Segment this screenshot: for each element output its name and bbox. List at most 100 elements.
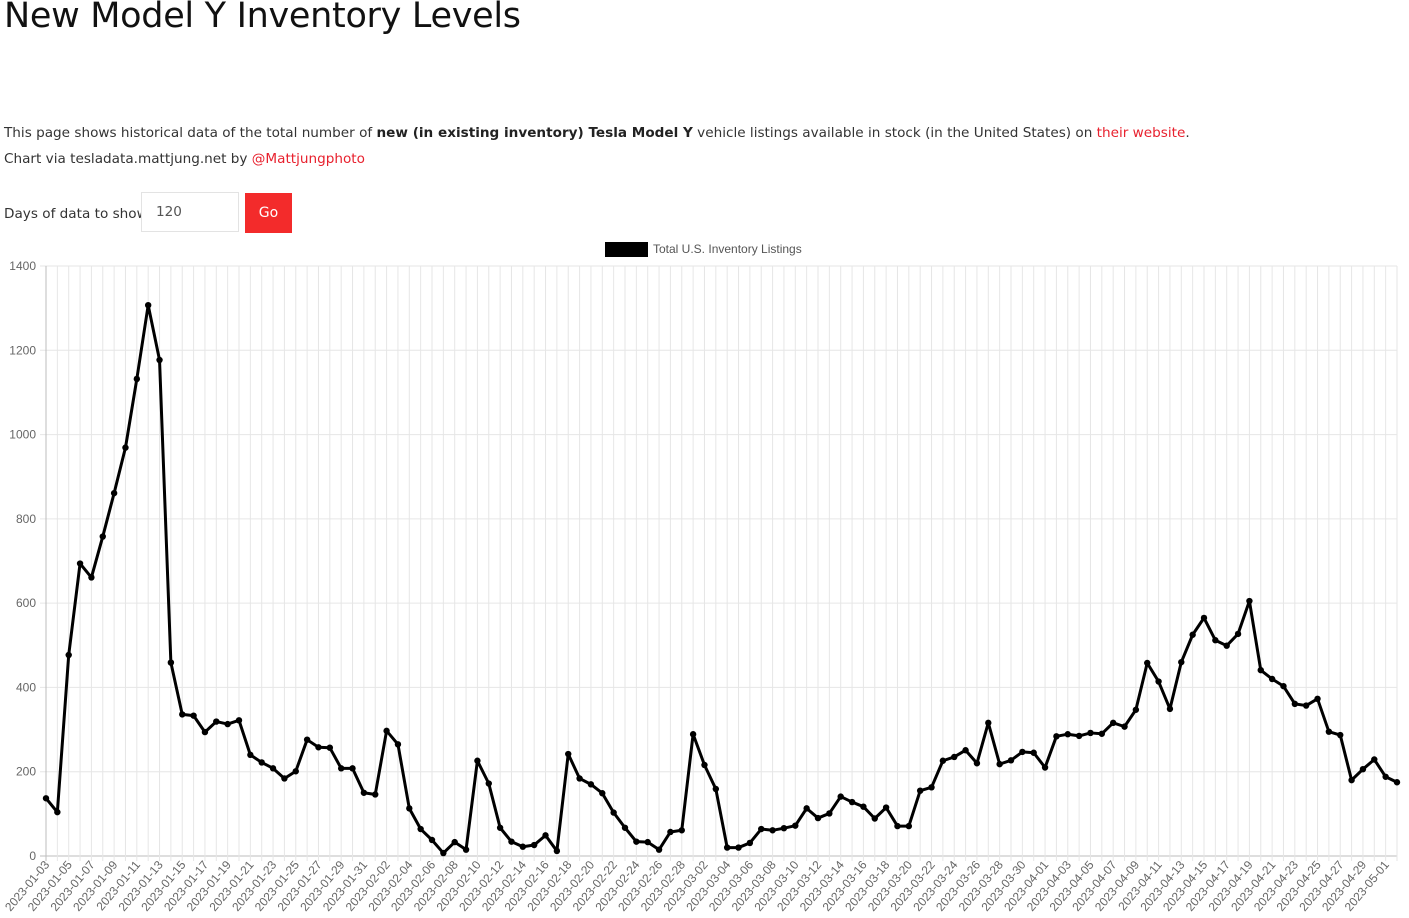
data-point[interactable]: [1200, 614, 1208, 622]
data-point[interactable]: [1257, 666, 1264, 674]
data-point[interactable]: [1393, 779, 1401, 786]
data-point[interactable]: [76, 560, 84, 567]
data-point[interactable]: [1268, 675, 1276, 683]
data-point[interactable]: [621, 824, 629, 831]
data-point[interactable]: [349, 765, 356, 772]
data-point[interactable]: [1302, 702, 1310, 709]
data-point[interactable]: [167, 659, 175, 666]
data-point[interactable]: [1178, 658, 1185, 666]
data-point[interactable]: [1348, 776, 1355, 784]
data-point[interactable]: [973, 760, 981, 767]
data-point[interactable]: [440, 849, 447, 857]
data-point[interactable]: [542, 832, 549, 839]
data-point[interactable]: [451, 838, 458, 846]
data-point[interactable]: [882, 804, 890, 811]
data-point[interactable]: [144, 301, 152, 309]
legend-swatch[interactable]: [605, 242, 648, 257]
data-point[interactable]: [1007, 757, 1015, 764]
data-point[interactable]: [565, 750, 572, 758]
data-point[interactable]: [133, 375, 141, 383]
data-point[interactable]: [1155, 678, 1162, 685]
data-point[interactable]: [905, 822, 913, 830]
data-point[interactable]: [1382, 773, 1389, 780]
data-point[interactable]: [485, 780, 492, 787]
data-point[interactable]: [701, 761, 708, 769]
data-point[interactable]: [610, 809, 617, 816]
data-point[interactable]: [803, 805, 810, 812]
data-point[interactable]: [599, 790, 606, 797]
data-point[interactable]: [406, 805, 413, 812]
data-point[interactable]: [633, 838, 640, 845]
data-point[interactable]: [860, 803, 867, 810]
data-point[interactable]: [996, 760, 1003, 768]
data-point[interactable]: [247, 751, 254, 759]
data-point[interactable]: [315, 744, 322, 751]
data-point[interactable]: [689, 731, 697, 738]
data-point[interactable]: [474, 757, 481, 764]
data-point[interactable]: [1291, 700, 1299, 708]
data-point[interactable]: [110, 489, 118, 497]
data-point[interactable]: [156, 356, 163, 364]
data-point[interactable]: [530, 841, 538, 849]
data-point[interactable]: [462, 846, 470, 853]
data-point[interactable]: [826, 810, 833, 817]
data-point[interactable]: [372, 791, 379, 798]
data-point[interactable]: [837, 793, 844, 800]
data-point[interactable]: [179, 711, 186, 718]
data-point[interactable]: [644, 838, 651, 846]
data-point[interactable]: [667, 828, 674, 836]
data-point[interactable]: [1189, 631, 1196, 638]
data-point[interactable]: [1359, 765, 1367, 773]
data-point[interactable]: [326, 744, 334, 751]
data-point[interactable]: [712, 785, 720, 793]
data-point[interactable]: [201, 728, 209, 736]
go-button[interactable]: Go: [245, 193, 292, 233]
data-point[interactable]: [553, 847, 561, 855]
data-point[interactable]: [1041, 764, 1049, 771]
data-point[interactable]: [746, 839, 754, 847]
data-point[interactable]: [1064, 731, 1071, 738]
data-point[interactable]: [235, 717, 243, 724]
data-point[interactable]: [65, 651, 72, 659]
data-point[interactable]: [224, 720, 231, 728]
data-point[interactable]: [269, 765, 277, 772]
data-point[interactable]: [496, 824, 504, 831]
data-point[interactable]: [303, 736, 311, 743]
data-point[interactable]: [1144, 659, 1151, 667]
data-point[interactable]: [1246, 597, 1253, 605]
data-point[interactable]: [1019, 748, 1026, 756]
data-point[interactable]: [1212, 637, 1219, 644]
days-input[interactable]: [141, 192, 239, 232]
data-point[interactable]: [916, 787, 924, 794]
data-point[interactable]: [519, 843, 527, 850]
data-point[interactable]: [848, 798, 856, 806]
data-point[interactable]: [576, 775, 583, 782]
data-point[interactable]: [1132, 706, 1140, 713]
data-point[interactable]: [213, 718, 220, 725]
data-point[interactable]: [758, 825, 765, 833]
author-link[interactable]: @Mattjungphoto: [251, 151, 365, 167]
data-point[interactable]: [1087, 729, 1094, 737]
data-point[interactable]: [894, 822, 901, 830]
data-point[interactable]: [735, 844, 742, 851]
data-point[interactable]: [337, 765, 345, 772]
data-point[interactable]: [1337, 731, 1344, 739]
data-point[interactable]: [1223, 642, 1230, 649]
data-point[interactable]: [1098, 730, 1106, 737]
data-point[interactable]: [88, 574, 95, 581]
data-point[interactable]: [99, 533, 106, 540]
data-point[interactable]: [951, 753, 958, 761]
data-point[interactable]: [780, 824, 788, 832]
data-point[interactable]: [655, 846, 663, 853]
data-point[interactable]: [939, 757, 947, 764]
data-point[interactable]: [1234, 630, 1242, 638]
data-point[interactable]: [769, 827, 776, 834]
data-point[interactable]: [394, 741, 402, 748]
data-point[interactable]: [54, 808, 61, 816]
data-point[interactable]: [428, 836, 436, 844]
data-point[interactable]: [1371, 756, 1378, 763]
legend-label[interactable]: Total U.S. Inventory Listings: [653, 242, 802, 256]
data-point[interactable]: [871, 815, 878, 822]
data-point[interactable]: [1053, 733, 1060, 740]
data-point[interactable]: [1075, 732, 1083, 740]
